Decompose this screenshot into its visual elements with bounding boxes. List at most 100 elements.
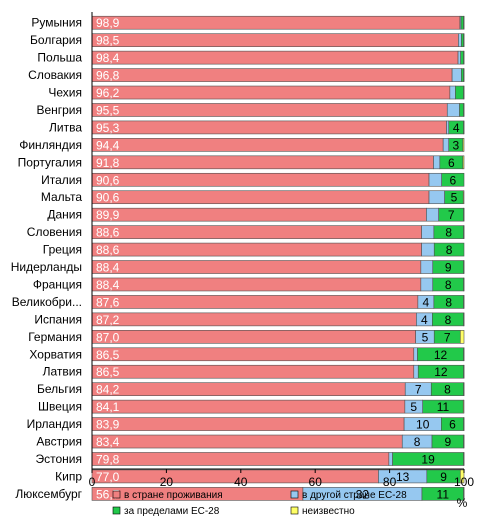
data-label: 84,1 [96,400,120,414]
data-label: 19 [421,452,435,466]
data-label: 79,8 [96,452,120,466]
category-label: Ирландия [27,417,82,431]
bar-segment [463,50,465,65]
bar-segment [91,225,422,239]
data-label: 11 [437,400,450,414]
data-label: 4 [423,295,430,309]
data-label: 8 [445,226,452,240]
category-label: Чехия [48,86,82,100]
x-tick-label: 100 [454,475,474,489]
category-label: Болгария [30,33,82,47]
bar-segment [441,172,465,187]
x-tick-label: 20 [160,475,174,489]
category-label: Мальта [41,190,82,204]
data-label: 6 [449,418,456,432]
data-label: 9 [445,261,452,275]
bar-segment [91,68,453,82]
data-label: 96,8 [96,69,120,83]
data-label: 90,6 [96,173,120,187]
category-label: Бельгия [37,382,82,396]
bar-row: Литва 95,3 4 [49,120,465,135]
bar-segment [91,242,422,257]
data-label: 88,6 [96,243,120,257]
data-label: 87,6 [96,295,120,309]
data-label: 12 [434,348,448,362]
bar-segment [91,85,451,100]
legend-swatch [112,506,121,515]
bar-row: Италия 90,6 6 [41,172,465,187]
bar-row: Дания 89,9 7 [47,207,465,222]
bar-segment [463,295,465,309]
data-label: 7 [415,383,422,397]
bar-segment [462,138,465,152]
data-label: 77,0 [96,470,120,484]
category-label: Швеция [38,400,82,414]
data-label: 5 [422,330,429,344]
bar-segment [91,207,427,222]
category-label: Испания [34,312,82,326]
bar-segment [463,382,465,396]
bar-segment [91,277,422,292]
data-label: 4 [421,313,428,327]
bar-segment [446,103,460,117]
bar-row: Словения 88,6 8 [27,225,465,240]
bar-segment [460,50,464,65]
legend-label: за пределами ЕС-28 [124,506,220,517]
bar-segment [455,85,464,100]
data-label: 9 [440,470,447,484]
bar-segment [91,190,430,205]
data-label: 88,6 [96,226,120,240]
data-label: 10 [416,418,430,432]
data-label: 12 [434,365,448,379]
bar-segment [463,85,465,100]
bar-row: Финляндия 94,4 3 [19,138,465,152]
data-label: 7 [448,208,455,222]
data-label: 87,0 [96,330,120,344]
bar-segment [457,50,461,65]
bar-segment [463,207,465,222]
bar-segment [91,103,448,117]
data-label: 95,3 [96,121,120,135]
bar-row: Австрия 83,4 8 9 [36,434,465,449]
data-label: 8 [446,243,453,257]
bar-segment [91,260,422,274]
bar-segment [463,434,465,449]
bar-row: Ирландия 83,9 10 6 [27,417,465,432]
bar-segment [451,68,462,82]
category-label: Португалия [18,155,82,169]
bar-segment [91,138,444,152]
bar-segment [463,487,465,501]
category-label: Кипр [55,469,82,483]
bar-row: Греция 88,6 8 [43,242,465,257]
bar-segment [91,364,415,379]
bar-row: Венгрия 95,5 [36,103,465,117]
bar-segment [91,434,403,449]
bar-segment [462,190,465,205]
bar-segment [413,364,419,379]
bar-segment [449,85,456,100]
bar-segment [91,15,461,30]
bar-segment [460,15,464,30]
bar-segment [463,103,465,117]
bar-segment [463,364,465,379]
bar-segment [463,452,465,466]
bar-row: Нидерланды 88,4 9 [11,260,465,275]
data-label: 90,6 [96,191,120,205]
bar-segment [388,452,393,466]
data-label: 8 [445,278,452,292]
category-label: Австрия [36,435,82,449]
data-label: 88,4 [96,261,120,275]
bar-segment [463,15,465,30]
category-label: Греция [43,243,82,257]
bar-row: Португалия 91,8 6 [18,155,465,170]
data-label: 87,2 [96,313,120,327]
bar-segment [413,347,418,362]
category-label: Хорватия [29,347,82,361]
category-label: Люксембург [15,487,82,501]
data-label: 94,4 [96,138,120,152]
bar-segment [428,190,445,205]
data-label: 5 [410,400,417,414]
category-label: Франция [33,277,82,291]
data-label: 5 [451,191,458,205]
